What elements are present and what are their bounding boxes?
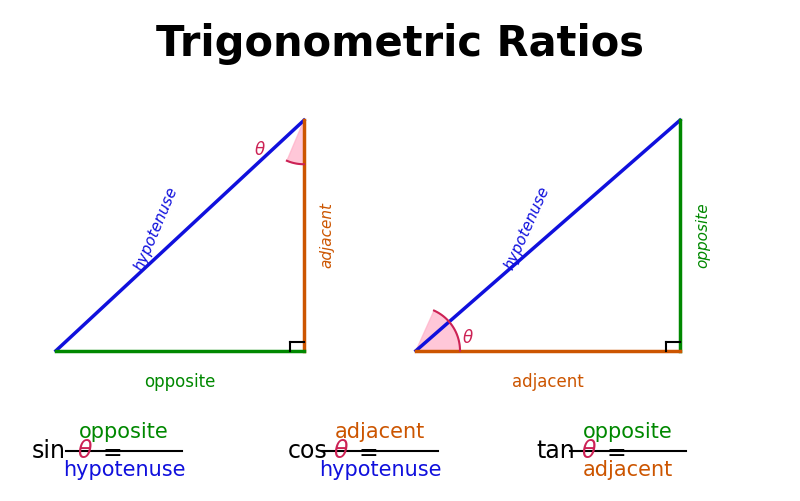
Text: $\theta$: $\theta$ (581, 439, 597, 463)
Text: opposite: opposite (583, 422, 673, 442)
Text: $\theta$: $\theta$ (333, 439, 349, 463)
Text: $=$: $=$ (602, 439, 626, 463)
Text: $=$: $=$ (354, 439, 378, 463)
Text: tan: tan (536, 439, 574, 463)
Text: Trigonometric Ratios: Trigonometric Ratios (156, 23, 644, 65)
Text: opposite: opposite (695, 203, 710, 268)
Text: hypotenuse: hypotenuse (318, 460, 442, 480)
Polygon shape (287, 120, 304, 164)
Text: opposite: opposite (144, 373, 216, 391)
Text: $\theta$: $\theta$ (77, 439, 93, 463)
Text: sin: sin (32, 439, 66, 463)
Text: hypotenuse: hypotenuse (62, 460, 186, 480)
Text: hypotenuse: hypotenuse (502, 184, 552, 273)
Text: $=$: $=$ (98, 439, 122, 463)
Text: adjacent: adjacent (512, 373, 584, 391)
Text: $\theta$: $\theta$ (462, 329, 474, 347)
Text: cos: cos (288, 439, 328, 463)
Text: opposite: opposite (79, 422, 169, 442)
Text: adjacent: adjacent (583, 460, 673, 480)
Text: adjacent: adjacent (335, 422, 425, 442)
Polygon shape (416, 311, 460, 351)
Text: $\theta$: $\theta$ (254, 141, 266, 159)
Text: hypotenuse: hypotenuse (131, 184, 180, 273)
Text: adjacent: adjacent (319, 202, 334, 269)
